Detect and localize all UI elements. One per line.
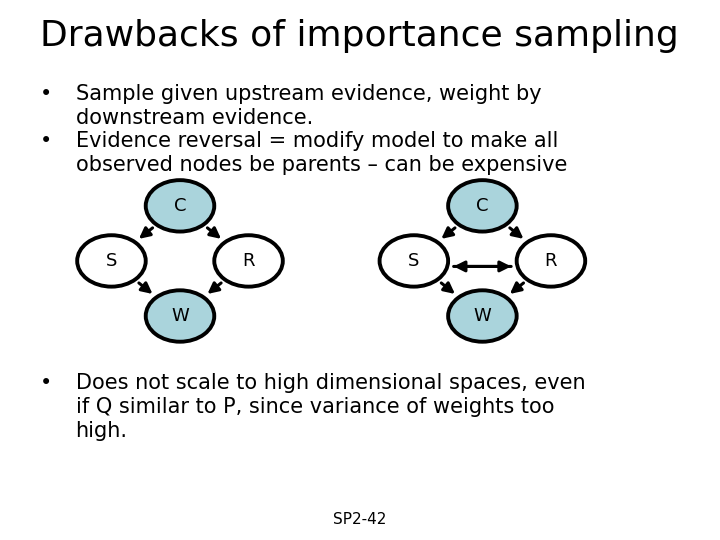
Text: Sample given upstream evidence, weight by: Sample given upstream evidence, weight b… xyxy=(76,84,541,104)
Text: R: R xyxy=(545,252,557,270)
Circle shape xyxy=(448,180,517,232)
Text: W: W xyxy=(171,307,189,325)
Circle shape xyxy=(379,235,448,287)
Text: S: S xyxy=(408,252,420,270)
Text: •: • xyxy=(40,373,52,393)
Text: downstream evidence.: downstream evidence. xyxy=(76,108,313,128)
Circle shape xyxy=(77,235,145,287)
Circle shape xyxy=(145,180,215,232)
Text: •: • xyxy=(40,84,52,104)
Text: W: W xyxy=(474,307,491,325)
Circle shape xyxy=(517,235,585,287)
Text: •: • xyxy=(40,131,52,151)
Text: C: C xyxy=(174,197,186,215)
Circle shape xyxy=(448,291,517,342)
Text: Evidence reversal = modify model to make all: Evidence reversal = modify model to make… xyxy=(76,131,558,151)
Text: Drawbacks of importance sampling: Drawbacks of importance sampling xyxy=(40,19,678,53)
Text: if Q similar to P, since variance of weights too: if Q similar to P, since variance of wei… xyxy=(76,397,554,417)
Text: high.: high. xyxy=(76,421,127,441)
Text: C: C xyxy=(476,197,489,215)
Text: observed nodes be parents – can be expensive: observed nodes be parents – can be expen… xyxy=(76,155,567,175)
Text: R: R xyxy=(243,252,255,270)
Circle shape xyxy=(215,235,283,287)
Text: Does not scale to high dimensional spaces, even: Does not scale to high dimensional space… xyxy=(76,373,585,393)
Text: SP2-42: SP2-42 xyxy=(333,511,387,526)
Text: S: S xyxy=(106,252,117,270)
Circle shape xyxy=(145,291,215,342)
